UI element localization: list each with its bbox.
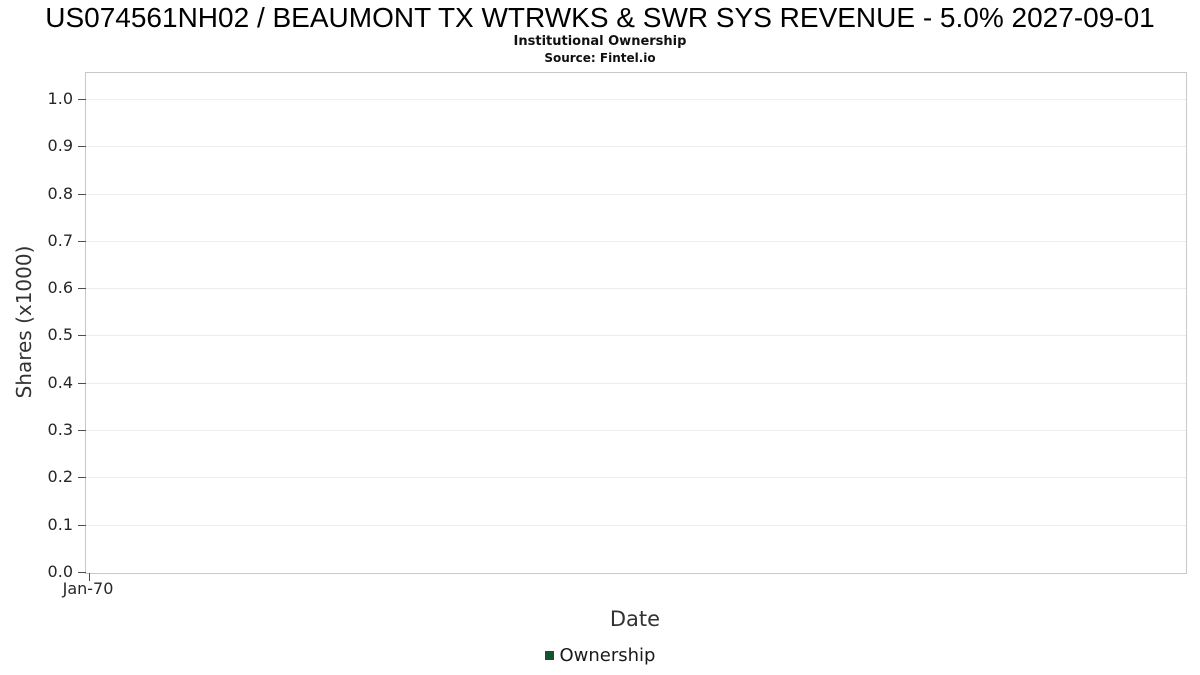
gridline <box>86 477 1186 479</box>
y-tick-mark <box>78 335 86 337</box>
x-tick-mark <box>89 573 90 581</box>
y-tick-mark <box>78 288 86 290</box>
y-tick-label: 0.1 <box>47 514 73 534</box>
y-tick-label: 0.0 <box>47 562 73 581</box>
y-tick-mark <box>78 193 86 195</box>
plot-area <box>78 72 1187 581</box>
y-axis-tick-labels: 0.0 0.1 0.2 0.3 0.4 0.5 0.6 0.7 0.8 0.9 1.0 <box>0 72 76 579</box>
y-tick-mark <box>78 98 86 100</box>
chart-subtitle: Institutional Ownership <box>513 34 687 49</box>
y-tick-label: 1.0 <box>47 88 73 108</box>
gridline <box>86 146 1186 148</box>
chart-title: US074561NH02 / BEAUMONT TX WTRWKS & SWR … <box>45 2 1155 33</box>
gridline <box>86 430 1186 432</box>
gridline <box>86 193 1186 195</box>
gridline <box>86 98 1186 100</box>
y-tick-mark <box>78 146 86 148</box>
y-tick-mark <box>78 430 86 432</box>
y-tick-label: 0.7 <box>47 230 73 250</box>
y-tick-label: 0.8 <box>47 183 73 203</box>
gridline <box>86 240 1186 242</box>
y-tick-label: 0.5 <box>47 325 73 345</box>
x-tick-label: Jan-70 <box>62 579 114 598</box>
gridline <box>86 288 1186 290</box>
y-tick-label: 0.6 <box>47 278 73 298</box>
gridline <box>86 335 1186 337</box>
y-tick-label: 0.3 <box>47 420 73 440</box>
y-tick-label: 0.9 <box>47 136 73 156</box>
gridline <box>86 382 1186 384</box>
legend-label-ownership: Ownership <box>559 645 656 666</box>
y-tick-label: 0.2 <box>47 467 73 487</box>
y-tick-mark <box>78 477 86 479</box>
gridline <box>86 524 1186 526</box>
legend-marker-ownership <box>544 651 554 660</box>
y-tick-mark <box>78 382 86 384</box>
y-tick-mark <box>78 240 86 242</box>
y-tick-label: 0.4 <box>47 372 73 392</box>
x-axis-label: Date <box>609 607 661 631</box>
y-tick-mark <box>78 524 86 526</box>
chart-source: Source: Fintel.io <box>544 51 656 65</box>
legend: Ownership <box>0 645 1200 666</box>
y-tick-mark <box>78 572 86 573</box>
